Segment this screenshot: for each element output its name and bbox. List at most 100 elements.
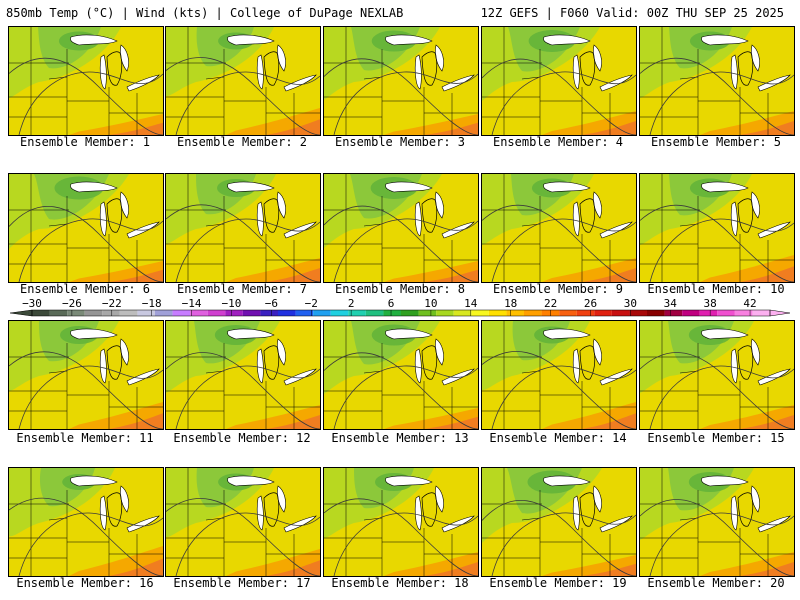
colorbar-tick-label: −30 [22, 297, 42, 310]
ensemble-map-1 [8, 26, 164, 136]
lake-superior [701, 34, 749, 46]
lake-erie [126, 368, 160, 386]
ensemble-map-11 [8, 320, 164, 430]
height-contour [9, 206, 163, 282]
colorbar-swatch [102, 310, 120, 316]
ensemble-member-label: Ensemble Member: 13 [331, 431, 469, 445]
colorbar-swatch [207, 310, 226, 316]
height-contour [482, 58, 636, 135]
lake-erie [599, 74, 633, 92]
michigan-outline [421, 51, 438, 86]
ensemble-map-2 [165, 26, 321, 136]
ensemble-map-8 [323, 173, 479, 283]
height-contour [640, 352, 794, 429]
height-contour [9, 497, 163, 576]
ensemble-map-19 [481, 467, 637, 577]
lake-erie [283, 368, 317, 386]
ensemble-map-17 [165, 467, 321, 577]
colorbar-swatch [84, 310, 103, 316]
lake-erie [283, 515, 317, 533]
lake-erie [757, 221, 791, 239]
height-contour [491, 71, 636, 135]
height-contour [324, 58, 478, 135]
height-contour [18, 365, 163, 429]
lake-michigan [256, 54, 264, 90]
height-contour [333, 218, 478, 282]
temp-field-dark-orange [109, 122, 163, 135]
state-border [521, 76, 541, 80]
lake-michigan [414, 495, 422, 531]
lake-superior [543, 181, 591, 193]
michigan-outline [263, 345, 280, 380]
michigan-outline [737, 492, 754, 527]
state-border [48, 223, 68, 227]
lake-michigan [99, 348, 107, 384]
header-title: 850mb Temp (°C) | Wind (kts) | College o… [6, 6, 404, 20]
height-contour [18, 71, 163, 135]
lake-superior [70, 34, 118, 46]
ensemble-member-label: Ensemble Member: 6 [19, 282, 151, 296]
michigan-outline [579, 492, 596, 527]
colorbar-swatch [717, 310, 735, 316]
temp-field-dark-orange [740, 121, 794, 135]
height-contour [649, 71, 794, 135]
ensemble-map-6 [8, 173, 164, 283]
lake-erie [283, 221, 317, 239]
colorbar-tick-label: −26 [62, 297, 82, 310]
temp-field-dark-orange [740, 415, 794, 429]
ensemble-member-label: Ensemble Member: 18 [331, 576, 469, 590]
ensemble-map-5 [639, 26, 795, 136]
colorbar-swatch [190, 310, 208, 316]
colorbar-tick-label: −22 [102, 297, 122, 310]
colorbar-swatch [471, 310, 489, 316]
lake-erie [283, 74, 317, 92]
height-contour [333, 512, 478, 576]
michigan-outline [263, 198, 280, 233]
michigan-outline [737, 345, 754, 380]
colorbar-swatch [278, 310, 296, 316]
colorbar-swatch [752, 310, 770, 316]
height-contour [491, 365, 636, 429]
michigan-outline [263, 51, 280, 86]
lake-superior [385, 475, 433, 487]
ensemble-map-12 [165, 320, 321, 430]
height-contour [175, 71, 320, 135]
height-contour [324, 352, 478, 429]
height-contour [175, 365, 320, 429]
lake-superior [543, 475, 591, 487]
temp-field-dark-orange [424, 122, 478, 135]
lake-michigan [572, 54, 580, 90]
height-contour [166, 204, 320, 282]
lake-michigan [572, 201, 580, 237]
height-contour [333, 365, 478, 429]
height-contour [640, 204, 794, 282]
lake-erie [757, 368, 791, 386]
michigan-outline [421, 345, 438, 380]
lake-michigan [730, 201, 738, 237]
lake-michigan [730, 54, 738, 90]
height-contour [324, 498, 478, 576]
colorbar-swatch [699, 310, 718, 316]
lake-michigan [99, 54, 107, 90]
lake-superior [227, 328, 275, 340]
colorbar-swatch [401, 310, 419, 316]
height-contour [649, 218, 794, 282]
ensemble-member-label: Ensemble Member: 17 [173, 576, 311, 590]
ensemble-member-label: Ensemble Member: 5 [650, 135, 782, 149]
ensemble-map-14 [481, 320, 637, 430]
michigan-outline [579, 198, 596, 233]
colorbar-arrow-right [769, 309, 791, 317]
ensemble-member-label: Ensemble Member: 11 [16, 431, 154, 445]
colorbar-tick-label: 14 [464, 297, 478, 310]
michigan-outline [106, 492, 123, 527]
colorbar-swatch [559, 310, 577, 316]
height-contour [640, 57, 794, 135]
michigan-outline [737, 51, 754, 86]
lake-michigan [256, 201, 264, 237]
michigan-outline [263, 492, 280, 527]
colorbar-swatch [32, 310, 50, 316]
lake-erie [441, 515, 475, 533]
lake-michigan [256, 348, 264, 384]
colorbar-swatch [242, 310, 261, 316]
ensemble-map-18 [323, 467, 479, 577]
